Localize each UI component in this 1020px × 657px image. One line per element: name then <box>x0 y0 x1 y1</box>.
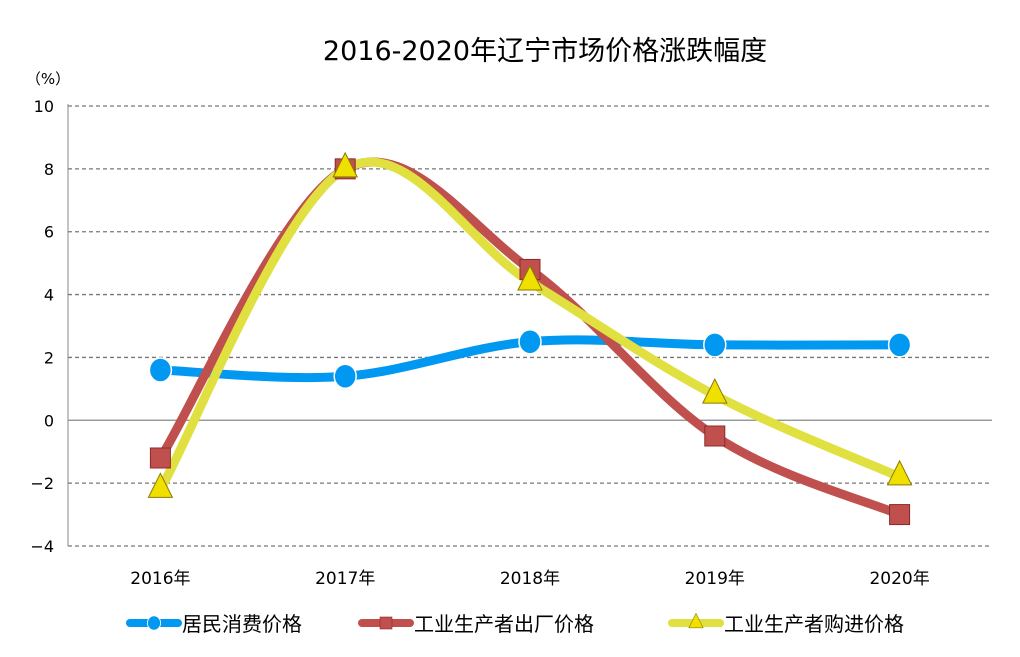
data-point-0 <box>887 332 912 358</box>
data-point-0 <box>148 357 173 383</box>
legend-marker-0 <box>146 615 162 631</box>
data-point-1 <box>889 504 911 526</box>
x-tick-label: 2019年 <box>685 569 745 589</box>
y-axis-unit: （%） <box>26 70 70 88</box>
y-tick-label: 0 <box>44 411 54 430</box>
series-line-1 <box>155 157 905 520</box>
data-point-2 <box>517 264 543 291</box>
data-point-0 <box>333 363 357 390</box>
data-point-2 <box>886 459 913 486</box>
series-line-2 <box>155 157 905 494</box>
x-tick-label: 2017年 <box>315 569 375 589</box>
x-tick-label: 2020年 <box>869 569 929 589</box>
data-point-2 <box>147 472 174 498</box>
data-point-1 <box>704 425 726 447</box>
data-point-0 <box>703 332 727 358</box>
y-tick-label: 6 <box>44 223 54 242</box>
legend-label-1: 工业生产者出厂价格 <box>414 612 594 636</box>
legend-label-0: 居民消费价格 <box>182 612 302 636</box>
data-point-1 <box>149 447 171 469</box>
y-tick-label: 8 <box>44 160 54 179</box>
x-tick-label: 2018年 <box>500 569 560 589</box>
data-point-2 <box>332 151 359 178</box>
data-point-0 <box>518 328 542 355</box>
x-tick-label: 2016年 <box>130 569 190 589</box>
y-tick-label: 4 <box>44 286 54 305</box>
legend-marker-1 <box>379 616 393 630</box>
y-tick-label: 2 <box>44 348 54 367</box>
y-tick-label: 10 <box>34 97 54 116</box>
y-tick-label: −2 <box>30 474 54 493</box>
data-point-2 <box>701 378 728 404</box>
y-tick-label: −4 <box>30 537 54 556</box>
legend-marker-2 <box>688 612 704 629</box>
legend-label-2: 工业生产者购进价格 <box>724 612 904 636</box>
chart-title: 2016-2020年辽宁市场价格涨跌幅度 <box>323 36 767 67</box>
